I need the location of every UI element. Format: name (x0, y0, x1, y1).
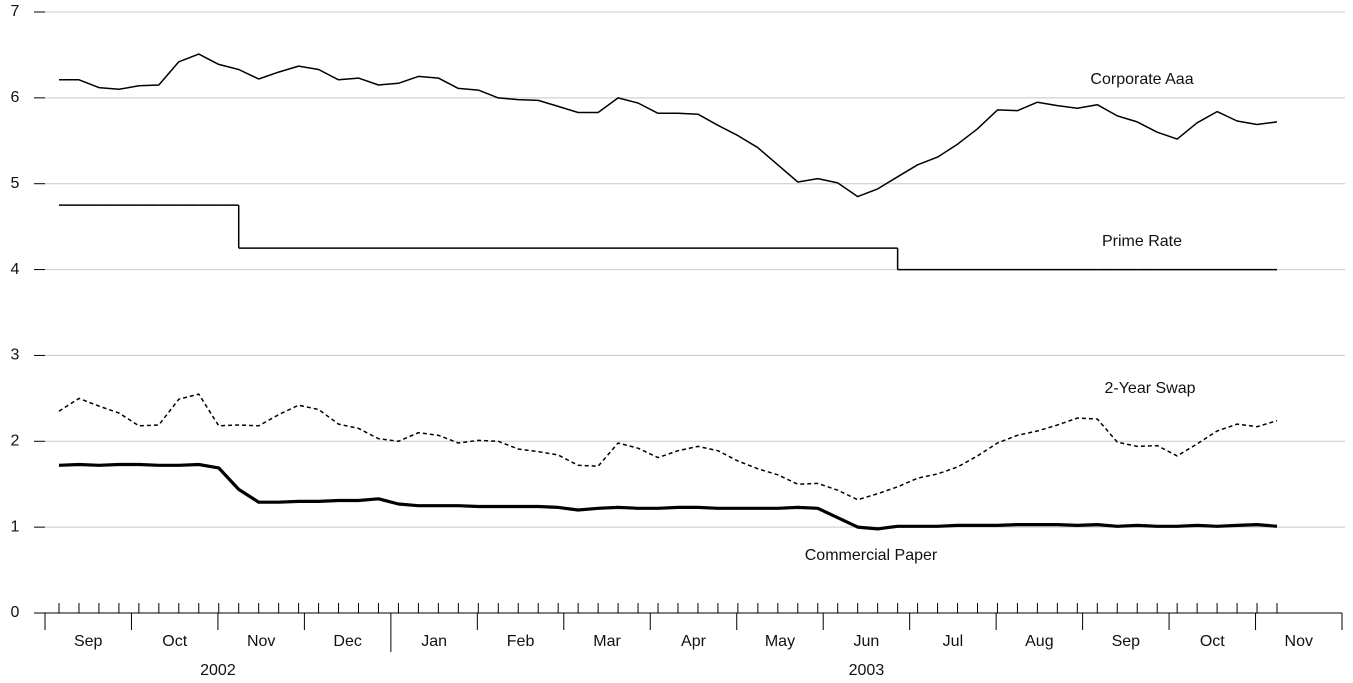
y-tick-label: 4 (11, 261, 20, 278)
series-line (58, 462, 1278, 531)
x-tick-label: May (765, 633, 795, 650)
x-tick-label: Mar (593, 633, 621, 650)
year-label: 2002 (200, 662, 236, 679)
series-label: Prime Rate (1102, 233, 1182, 250)
x-tick-label: Jul (943, 633, 963, 650)
x-tick-label: Feb (507, 633, 535, 650)
y-tick-label: 6 (11, 89, 20, 106)
x-tick-label: Jun (854, 633, 880, 650)
series-line (59, 53, 1278, 198)
y-tick-label: 0 (11, 604, 20, 621)
series-line (58, 393, 1278, 501)
x-tick-label: Apr (681, 633, 707, 650)
series-label: 2-Year Swap (1104, 380, 1195, 397)
y-tick-label: 2 (11, 433, 20, 450)
y-tick-label: 5 (11, 175, 20, 192)
x-tick-label: Sep (1112, 633, 1141, 650)
x-tick-label: Jan (421, 633, 447, 650)
series-label: Commercial Paper (805, 547, 938, 564)
x-tick-label: Dec (333, 633, 361, 650)
year-label: 2003 (849, 662, 885, 679)
x-tick-label: Nov (1285, 633, 1313, 650)
x-tick-label: Oct (162, 633, 187, 650)
y-tick-label: 7 (11, 3, 20, 20)
x-tick-label: Sep (74, 633, 103, 650)
x-tick-label: Nov (247, 633, 275, 650)
y-tick-label: 3 (11, 347, 20, 364)
x-tick-label: Oct (1200, 633, 1225, 650)
series-label: Corporate Aaa (1090, 71, 1193, 88)
x-tick-label: Aug (1025, 633, 1053, 650)
y-tick-label: 1 (11, 518, 20, 535)
